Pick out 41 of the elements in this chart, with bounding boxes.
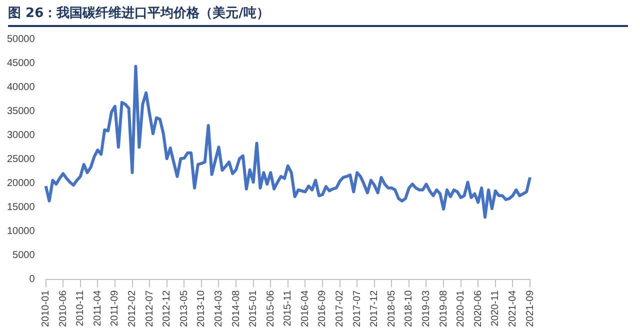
x-tick-label: 2017-07 (352, 290, 363, 328)
x-tick-label: 2017-02 (334, 290, 346, 328)
y-tick-label: 5000 (12, 250, 36, 262)
x-tick-label: 2017-12 (369, 290, 380, 328)
x-tick-label: 2011-04 (92, 290, 104, 326)
x-tick-label: 2021-09 (524, 290, 536, 328)
y-tick-label: 25000 (6, 154, 36, 165)
x-tick-label: 2011-09 (110, 290, 121, 326)
chart-title: 图 26：我国碳纤维进口平均价格（美元/吨） (8, 4, 628, 27)
x-tick-label: 2015-11 (282, 290, 294, 326)
x-tick-label: 2018-05 (386, 290, 398, 328)
x-tick-label: 2012-07 (144, 290, 156, 328)
y-tick-label: 40000 (6, 82, 36, 93)
x-tick-label: 2016-09 (317, 290, 328, 328)
x-tick-label: 2015-06 (265, 290, 276, 328)
y-tick-label: 35000 (6, 106, 36, 117)
x-tick-label: 2014-03 (213, 290, 224, 328)
x-tick-label: 2010-01 (40, 290, 52, 328)
y-tick-label: 0 (29, 274, 36, 286)
y-tick-label: 45000 (6, 58, 36, 69)
x-tick-label: 2010-06 (58, 290, 69, 328)
x-tick-label: 2020-11 (490, 290, 502, 326)
y-tick-label: 50000 (6, 34, 36, 45)
y-tick-label: 20000 (6, 178, 36, 189)
x-tick-label: 2019-03 (420, 290, 432, 328)
x-tick-label: 2010-11 (75, 290, 86, 326)
y-tick-label: 10000 (6, 226, 36, 237)
x-tick-label: 2019-08 (438, 290, 450, 328)
x-tick-label: 2015-01 (248, 290, 260, 328)
x-tick-label: 2020-06 (472, 290, 484, 328)
x-tick-label: 2020-01 (456, 290, 467, 328)
x-tick-label: 2013-05 (178, 290, 190, 328)
y-tick-label: 15000 (6, 202, 36, 213)
x-tick-label: 2016-04 (300, 290, 311, 328)
x-tick-label: 2018-10 (404, 290, 415, 328)
x-tick-label: 2013-10 (196, 290, 208, 328)
x-tick-label: 2021-04 (507, 290, 518, 328)
x-tick-label: 2014-08 (230, 290, 242, 328)
x-tick-label: 2012-12 (162, 290, 173, 328)
x-tick-label: 2012-02 (127, 290, 138, 328)
y-tick-label: 30000 (6, 130, 36, 141)
